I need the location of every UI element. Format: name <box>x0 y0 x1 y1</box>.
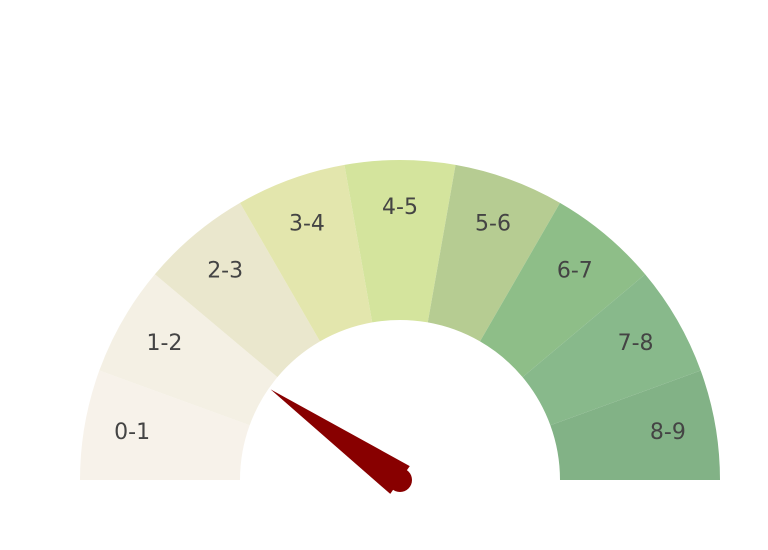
gauge-segment-3-4 <box>240 164 373 342</box>
gauge-segment-2-3 <box>154 202 320 378</box>
gauge-segment-4-5 <box>344 160 456 323</box>
gauge-segment-8-9 <box>550 370 720 480</box>
gauge-segments <box>80 160 720 480</box>
gauge-segment-label: 6-7 <box>557 259 593 284</box>
needle-hub <box>388 468 412 492</box>
gauge-needle <box>270 389 412 494</box>
gauge-segment-label: 5-6 <box>475 211 511 236</box>
gauge-segment-label: 0-1 <box>114 420 150 445</box>
gauge-segment-5-6 <box>427 164 560 342</box>
gauge-segment-label: 4-5 <box>382 195 418 220</box>
gauge-segment-7-8 <box>522 274 701 426</box>
gauge-labels: 0-1 1-2 2-3 3-4 4-5 5-6 6-7 7-8 8-9 <box>114 195 686 445</box>
gauge-segment-label: 3-4 <box>289 211 325 236</box>
gauge-segment-0-1 <box>80 370 250 480</box>
gauge-segment-1-2 <box>99 274 278 426</box>
gauge-segment-6-7 <box>480 202 646 378</box>
needle-pointer <box>270 389 410 494</box>
gauge-segment-label: 8-9 <box>650 420 686 445</box>
gauge-segment-label: 1-2 <box>146 331 182 356</box>
gauge-segment-label: 2-3 <box>207 259 243 284</box>
gauge-segment-label: 7-8 <box>618 331 654 356</box>
